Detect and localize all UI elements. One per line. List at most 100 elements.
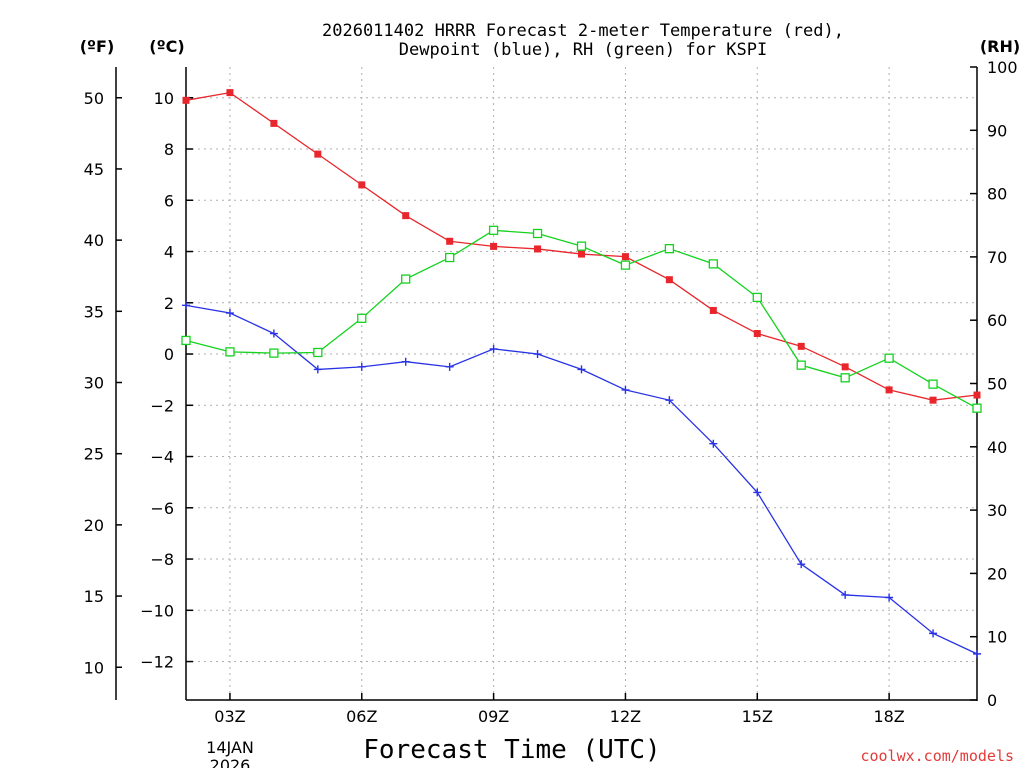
temperature-point: [578, 250, 585, 258]
rh-point: [664, 244, 675, 254]
temperature-point: [446, 237, 454, 245]
temperature-point: [490, 242, 498, 250]
x-tick-label: 15Z: [742, 707, 773, 726]
celsius-tick-label: 6: [164, 191, 174, 210]
dewpoint-point: [269, 329, 278, 338]
dewpoint-point: [489, 344, 498, 353]
dewpoint-point: [929, 629, 938, 638]
temperature-point: [358, 181, 366, 189]
x-tick-label: 03Z: [214, 707, 245, 726]
rh-point: [532, 228, 543, 239]
temperature-point: [973, 391, 981, 399]
source-credit: coolwx.com/models: [860, 747, 1014, 765]
dewpoint-point: [797, 560, 806, 569]
rh-tick-label: 100: [987, 58, 1018, 77]
dewpoint-point: [665, 396, 674, 405]
rh-tick-label: 90: [987, 121, 1007, 140]
rh-point: [181, 335, 191, 346]
rh-tick-label: 20: [987, 564, 1007, 583]
fahrenheit-tick-label: 15: [84, 587, 104, 606]
celsius-tick-label: −10: [140, 601, 174, 620]
rh-tick-label: 40: [987, 438, 1007, 457]
fahrenheit-tick-label: 45: [84, 160, 104, 179]
temperature-point: [534, 245, 542, 253]
rh-unit-label: (RH): [980, 37, 1020, 56]
rh-point: [445, 252, 455, 263]
dewpoint-point: [357, 362, 366, 371]
dewpoint-point: [973, 649, 981, 658]
rh-point: [972, 403, 982, 413]
fahrenheit-tick-label: 30: [84, 374, 104, 393]
fahrenheit-unit-label: (ºF): [80, 37, 115, 56]
rh-point: [884, 353, 894, 363]
dewpoint-point: [313, 365, 322, 374]
temperature-point: [929, 396, 937, 404]
rh-tick-label: 30: [987, 501, 1007, 520]
rh-point: [928, 379, 938, 389]
temperature-point: [885, 386, 893, 394]
dewpoint-point: [445, 362, 454, 371]
celsius-tick-label: −2: [150, 396, 174, 415]
celsius-tick-label: −6: [150, 499, 174, 518]
celsius-tick-label: 10: [154, 89, 174, 108]
rh-point: [708, 259, 718, 269]
temperature-point: [621, 253, 629, 261]
rh-tick-label: 70: [987, 248, 1007, 267]
dewpoint-point: [841, 590, 850, 599]
rh-point: [269, 348, 279, 358]
temperature-point: [753, 330, 761, 338]
rh-tick-label: 80: [987, 185, 1007, 204]
x-tick-label: 12Z: [610, 707, 641, 726]
rh-point: [576, 241, 587, 251]
temperature-point: [270, 119, 278, 127]
fahrenheit-tick-label: 20: [84, 516, 104, 535]
dewpoint-point: [621, 385, 630, 394]
x-axis-title: Forecast Time (UTC): [363, 735, 660, 765]
axes: 1086420−2−4−6−8−10−125045403530252015101…: [84, 58, 1018, 726]
rh-point: [752, 292, 762, 303]
rh-tick-label: 0: [987, 691, 997, 710]
celsius-tick-label: 2: [164, 294, 174, 313]
celsius-tick-label: 0: [164, 345, 174, 364]
celsius-tick-label: 8: [164, 140, 174, 159]
rh-point: [796, 360, 806, 370]
celsius-tick-label: −4: [150, 448, 174, 467]
fahrenheit-tick-label: 35: [84, 302, 104, 321]
date-label-year: 2026: [210, 756, 251, 768]
celsius-tick-label: −12: [140, 653, 174, 672]
dewpoint-point: [182, 301, 190, 310]
temperature-point: [314, 150, 322, 158]
x-tick-label: 06Z: [346, 707, 377, 726]
rh-point: [357, 313, 367, 323]
data-series: [181, 89, 982, 658]
temperature-point: [797, 342, 805, 350]
dewpoint-point: [709, 439, 718, 448]
celsius-tick-label: −8: [150, 550, 174, 569]
dewpoint-point: [225, 309, 234, 318]
gridlines: [186, 67, 977, 700]
rh-point: [620, 260, 631, 270]
chart-title-line1: 2026011402 HRRR Forecast 2-meter Tempera…: [322, 21, 844, 41]
rh-point: [840, 373, 850, 383]
fahrenheit-tick-label: 10: [84, 658, 104, 677]
date-label-day: 14JAN: [206, 738, 254, 757]
celsius-tick-label: 4: [164, 243, 174, 262]
rh-tick-label: 50: [987, 375, 1007, 394]
dewpoint-point: [533, 350, 542, 359]
dewpoint-point: [401, 357, 410, 366]
dewpoint-point: [577, 365, 586, 374]
fahrenheit-tick-label: 40: [84, 231, 104, 250]
temperature-point: [709, 306, 717, 314]
dewpoint-point: [753, 488, 762, 497]
rh-point: [313, 347, 323, 358]
fahrenheit-tick-label: 25: [84, 445, 104, 464]
fahrenheit-tick-label: 50: [84, 89, 104, 108]
dewpoint-series-line: [185, 304, 978, 655]
rh-point: [488, 225, 499, 235]
dewpoint-point: [885, 593, 894, 602]
celsius-unit-label: (ºC): [149, 37, 184, 56]
rh-tick-label: 60: [987, 311, 1007, 330]
temperature-point: [182, 96, 190, 104]
rh-tick-label: 10: [987, 628, 1007, 647]
